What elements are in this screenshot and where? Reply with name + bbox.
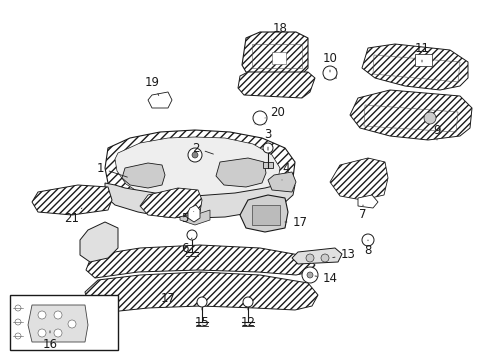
Polygon shape: [267, 172, 295, 192]
Circle shape: [187, 148, 202, 162]
Polygon shape: [271, 52, 285, 64]
Text: 18: 18: [271, 22, 287, 40]
Circle shape: [54, 311, 62, 319]
Circle shape: [263, 143, 272, 153]
Circle shape: [38, 311, 46, 319]
Polygon shape: [180, 210, 209, 225]
Polygon shape: [357, 195, 377, 208]
Circle shape: [68, 320, 76, 328]
Circle shape: [305, 254, 313, 262]
Polygon shape: [148, 92, 172, 108]
Circle shape: [54, 329, 62, 337]
Circle shape: [423, 112, 435, 124]
Polygon shape: [105, 183, 294, 218]
Text: 1: 1: [96, 162, 127, 177]
Polygon shape: [115, 137, 280, 204]
Text: 9: 9: [432, 123, 440, 140]
Polygon shape: [240, 195, 287, 232]
Circle shape: [361, 234, 373, 246]
Polygon shape: [263, 162, 272, 168]
Text: 15: 15: [194, 308, 209, 328]
Circle shape: [252, 111, 266, 125]
Polygon shape: [122, 163, 164, 188]
Circle shape: [15, 333, 21, 339]
Text: 17: 17: [285, 216, 307, 229]
Polygon shape: [187, 205, 200, 222]
Text: 14: 14: [314, 271, 337, 284]
Polygon shape: [85, 272, 317, 312]
Circle shape: [302, 267, 317, 283]
Text: 6: 6: [181, 238, 192, 255]
Text: 17: 17: [160, 291, 182, 305]
Text: 11: 11: [414, 41, 428, 62]
Polygon shape: [361, 44, 467, 90]
Polygon shape: [291, 248, 341, 264]
Circle shape: [306, 272, 312, 278]
Polygon shape: [242, 32, 307, 76]
Text: 20: 20: [264, 105, 285, 118]
Polygon shape: [238, 72, 314, 98]
Polygon shape: [349, 90, 471, 140]
Text: 4: 4: [282, 162, 289, 180]
Circle shape: [197, 297, 206, 307]
Text: 5: 5: [181, 211, 193, 225]
Text: 3: 3: [264, 129, 271, 150]
Text: 7: 7: [359, 205, 366, 221]
Circle shape: [186, 230, 197, 240]
Circle shape: [323, 66, 336, 80]
Text: 2: 2: [192, 141, 213, 154]
Bar: [10, 295, 118, 350]
Circle shape: [320, 254, 328, 262]
Text: 8: 8: [364, 240, 371, 256]
Circle shape: [243, 297, 252, 307]
Text: 13: 13: [332, 248, 355, 261]
Polygon shape: [216, 158, 265, 187]
Text: 10: 10: [322, 51, 337, 72]
Text: 21: 21: [64, 208, 82, 225]
Polygon shape: [28, 305, 88, 342]
Polygon shape: [140, 188, 202, 218]
Polygon shape: [86, 245, 314, 278]
Circle shape: [192, 152, 198, 158]
Polygon shape: [105, 130, 294, 215]
Polygon shape: [414, 54, 431, 66]
Polygon shape: [80, 222, 118, 262]
Circle shape: [15, 319, 21, 325]
Polygon shape: [329, 158, 387, 200]
Text: 19: 19: [144, 76, 159, 95]
Text: 12: 12: [240, 308, 255, 328]
Polygon shape: [32, 185, 112, 215]
Circle shape: [15, 305, 21, 311]
Polygon shape: [251, 205, 280, 225]
Text: 16: 16: [42, 331, 58, 351]
Circle shape: [38, 329, 46, 337]
